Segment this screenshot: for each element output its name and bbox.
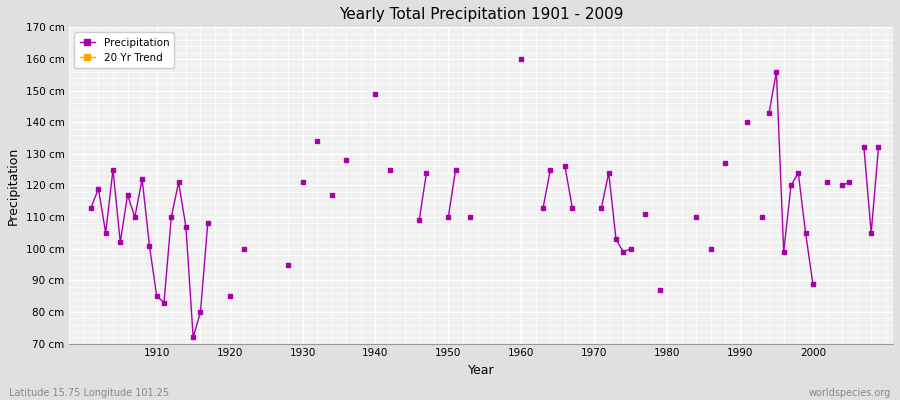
Legend: Precipitation, 20 Yr Trend: Precipitation, 20 Yr Trend [75,32,175,68]
Text: worldspecies.org: worldspecies.org [809,388,891,398]
Y-axis label: Precipitation: Precipitation [7,146,20,224]
X-axis label: Year: Year [468,364,494,377]
Text: Latitude 15.75 Longitude 101.25: Latitude 15.75 Longitude 101.25 [9,388,169,398]
Title: Yearly Total Precipitation 1901 - 2009: Yearly Total Precipitation 1901 - 2009 [339,7,624,22]
